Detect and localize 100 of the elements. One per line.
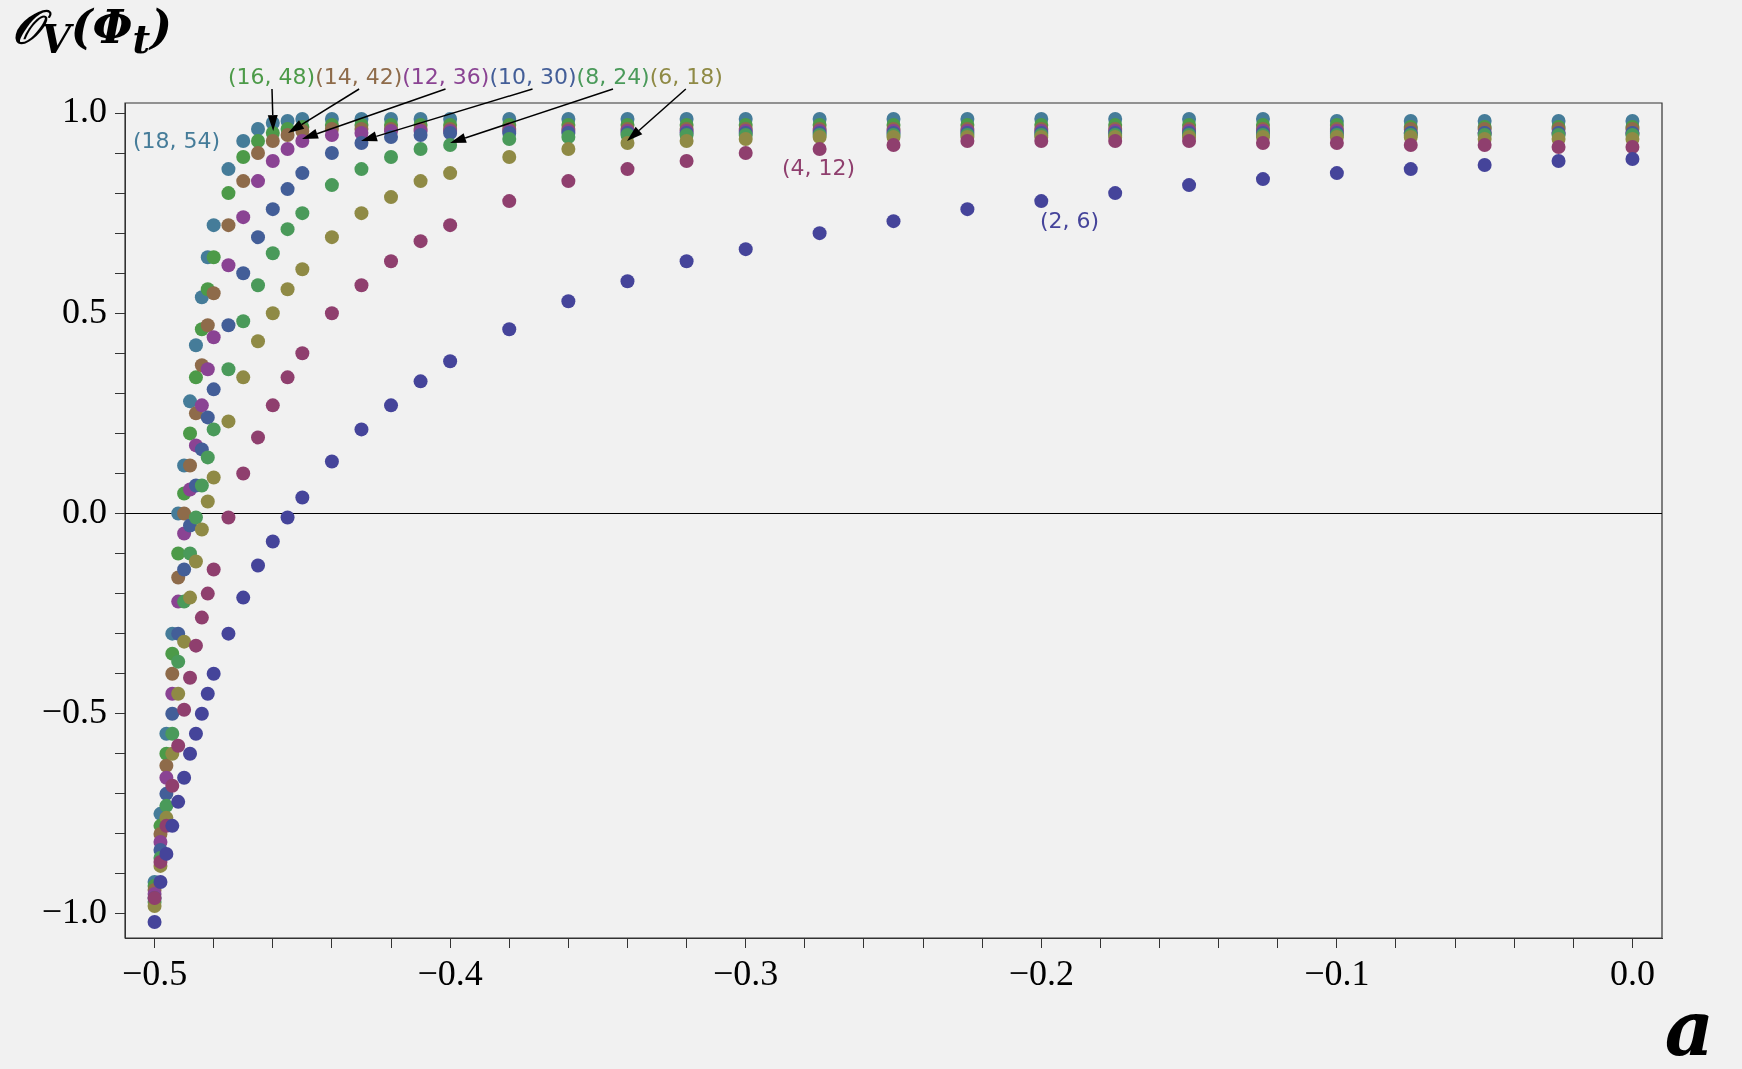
point <box>221 218 236 233</box>
point <box>251 146 266 161</box>
point <box>251 122 266 137</box>
point <box>200 410 215 425</box>
point <box>165 726 180 741</box>
point <box>177 770 192 785</box>
point <box>206 470 221 485</box>
point <box>1625 152 1640 167</box>
point <box>183 670 198 685</box>
x-tick-label: −0.3 <box>713 953 779 994</box>
point <box>620 162 635 177</box>
point <box>620 274 635 289</box>
point <box>1329 166 1344 181</box>
point <box>206 562 221 577</box>
x-tick-label: −0.2 <box>1008 953 1074 994</box>
point <box>177 562 192 577</box>
point <box>384 190 399 205</box>
point <box>194 478 209 493</box>
point <box>236 174 251 189</box>
point <box>236 134 251 149</box>
point <box>413 234 428 249</box>
point <box>960 134 975 149</box>
point <box>443 138 458 153</box>
point <box>177 634 192 649</box>
point <box>206 666 221 681</box>
y-tick-label: 1.0 <box>62 90 107 131</box>
series-label: (14, 42) <box>315 64 403 90</box>
point <box>413 128 428 143</box>
point <box>183 458 198 473</box>
point <box>251 230 266 245</box>
point <box>324 146 339 161</box>
point <box>384 398 399 413</box>
point <box>1034 134 1049 149</box>
point <box>324 306 339 321</box>
point <box>221 258 236 273</box>
point <box>236 370 251 385</box>
point <box>183 426 198 441</box>
point <box>165 778 180 793</box>
point <box>206 218 221 233</box>
point <box>221 626 236 641</box>
point <box>561 130 576 145</box>
series-label: (8, 24) <box>576 64 650 90</box>
point <box>236 210 251 225</box>
point <box>324 230 339 245</box>
series-label: (12, 36) <box>402 64 490 90</box>
point <box>295 134 310 149</box>
point <box>265 534 280 549</box>
point <box>171 686 186 701</box>
y-tick-label: 0.0 <box>62 490 107 531</box>
point <box>295 206 310 221</box>
point <box>194 610 209 625</box>
point <box>221 510 236 525</box>
point <box>354 136 369 151</box>
point <box>1477 158 1492 173</box>
point <box>265 154 280 169</box>
x-tick-label: −0.4 <box>417 953 483 994</box>
x-tick-label: −0.1 <box>1304 953 1370 994</box>
point <box>324 454 339 469</box>
point <box>502 194 517 209</box>
point <box>1034 194 1049 209</box>
point <box>265 306 280 321</box>
point <box>679 134 694 149</box>
point <box>188 338 203 353</box>
point <box>221 186 236 201</box>
point <box>384 254 399 269</box>
y-tick-label: 0.5 <box>62 290 107 331</box>
point <box>280 510 295 525</box>
series-label: (10, 30) <box>489 64 577 90</box>
point <box>188 726 203 741</box>
series-label: (2, 6) <box>1040 208 1100 234</box>
point <box>236 150 251 165</box>
point <box>1625 140 1640 155</box>
point <box>236 590 251 605</box>
point <box>265 202 280 217</box>
point <box>171 794 186 809</box>
point <box>159 758 174 773</box>
point <box>200 318 215 333</box>
point <box>165 818 180 833</box>
point <box>188 370 203 385</box>
point <box>679 154 694 169</box>
y-tick-label: −1.0 <box>41 891 107 932</box>
x-tick-label: −0.5 <box>121 953 188 994</box>
point <box>295 490 310 505</box>
point <box>413 374 428 389</box>
point <box>738 132 753 147</box>
point <box>960 202 975 217</box>
point <box>280 222 295 237</box>
point <box>206 330 221 345</box>
point <box>413 174 428 189</box>
point <box>280 370 295 385</box>
point <box>443 218 458 233</box>
point <box>206 250 221 265</box>
point <box>561 174 576 189</box>
point <box>561 142 576 157</box>
point <box>886 138 901 153</box>
point <box>171 738 186 753</box>
point <box>295 346 310 361</box>
point <box>221 318 236 333</box>
point <box>251 278 266 293</box>
point <box>1255 172 1270 187</box>
